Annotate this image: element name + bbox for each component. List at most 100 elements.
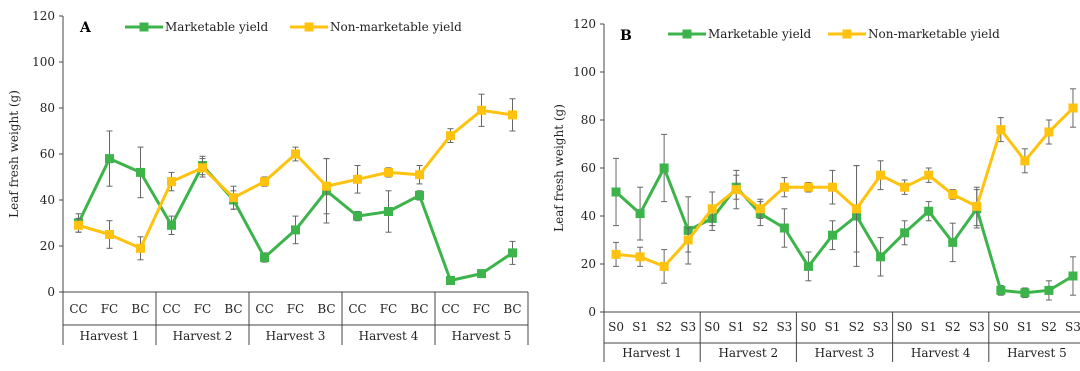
data-marker	[415, 170, 424, 180]
data-marker	[948, 237, 958, 247]
data-marker	[446, 131, 455, 141]
group-label: Harvest 1	[80, 329, 140, 343]
category-label: S1	[825, 320, 841, 334]
data-marker	[755, 204, 765, 214]
y-tick-label: 0	[47, 285, 55, 299]
data-marker	[260, 253, 269, 262]
data-marker	[635, 209, 645, 219]
data-marker	[948, 189, 958, 199]
category-label: S3	[776, 320, 792, 334]
category-label: S3	[969, 320, 985, 334]
category-label: S0	[608, 320, 624, 334]
data-marker	[876, 252, 886, 262]
series-1	[74, 93, 517, 261]
data-marker	[1068, 271, 1078, 281]
y-tick-label: 60	[40, 147, 55, 161]
panel-b-chart: 0 20 40 60 80 100 120 Leaf fresh weight (g) S0 S1…	[552, 17, 1080, 362]
data-marker	[477, 105, 486, 115]
category-label: S3	[1065, 320, 1080, 334]
series-0	[611, 133, 1078, 301]
data-marker	[779, 182, 789, 192]
data-marker	[611, 249, 621, 259]
series-1	[611, 88, 1078, 284]
data-marker	[707, 204, 717, 214]
category-label: BC	[131, 302, 149, 316]
y-tick-label: 100	[573, 65, 596, 79]
category-label: CC	[348, 302, 366, 316]
category-label: CC	[162, 302, 180, 316]
data-marker	[635, 252, 645, 262]
category-label: S2	[656, 320, 672, 334]
y-tick-label: 40	[40, 193, 55, 207]
category-label: S2	[752, 320, 768, 334]
legend-label: Non-marketable yield	[330, 20, 462, 34]
data-marker	[803, 182, 813, 192]
data-marker	[291, 225, 300, 235]
data-marker	[136, 167, 145, 177]
data-marker	[1068, 103, 1078, 113]
data-marker	[659, 163, 669, 173]
group-label: Harvest 5	[1007, 346, 1067, 360]
y-tick-label: 20	[581, 257, 596, 271]
panel-label: A	[79, 20, 92, 36]
y-tick-label: 20	[40, 239, 55, 253]
legend-swatch-marker	[139, 22, 149, 32]
y-tick-label: 120	[32, 9, 55, 23]
category-label: S0	[800, 320, 816, 334]
data-marker	[731, 185, 741, 195]
group-label: Harvest 5	[452, 329, 512, 343]
data-marker	[996, 285, 1006, 295]
group-label: Harvest 2	[718, 346, 778, 360]
y-axis-label: Leaf fresh weight (g)	[7, 90, 21, 218]
data-marker	[105, 154, 114, 164]
category-label: S0	[897, 320, 913, 334]
y-tick-label: 0	[588, 305, 596, 319]
data-marker	[1044, 285, 1054, 295]
category-label: BC	[224, 302, 242, 316]
data-marker	[353, 211, 362, 221]
legend-label: Marketable yield	[708, 27, 812, 41]
y-tick-label: 120	[573, 17, 596, 31]
data-marker	[74, 220, 83, 230]
data-marker	[508, 110, 517, 120]
group-label: Harvest 2	[173, 329, 233, 343]
panel-label: B	[620, 28, 632, 44]
data-marker	[167, 220, 176, 230]
category-label: S1	[1017, 320, 1033, 334]
data-marker	[876, 170, 886, 180]
legend-label: Non-marketable yield	[868, 27, 1000, 41]
data-marker	[353, 174, 362, 184]
data-marker	[260, 177, 269, 187]
y-axis-label: Leaf fresh weight (g)	[552, 104, 566, 232]
category-label: S1	[728, 320, 744, 334]
category-label: BC	[410, 302, 428, 316]
data-marker	[972, 201, 982, 211]
category-label: S0	[704, 320, 720, 334]
category-label: S1	[632, 320, 648, 334]
y-tick-label: 60	[581, 161, 596, 175]
data-marker	[827, 182, 837, 192]
category-label: S2	[1041, 320, 1057, 334]
group-label: Harvest 3	[815, 346, 875, 360]
data-marker	[136, 243, 145, 253]
data-marker	[105, 230, 114, 239]
data-marker	[384, 167, 393, 177]
data-marker	[827, 230, 837, 240]
data-marker	[446, 276, 455, 285]
y-tick-label: 80	[40, 101, 55, 115]
data-marker	[924, 206, 934, 216]
data-marker	[1020, 156, 1030, 166]
category-label: S3	[873, 320, 889, 334]
data-marker	[508, 248, 517, 258]
data-marker	[291, 149, 300, 159]
category-label: S2	[945, 320, 961, 334]
y-tick-label: 80	[581, 113, 596, 127]
data-marker	[659, 261, 669, 271]
group-label: Harvest 1	[622, 346, 682, 360]
y-tick-label: 100	[32, 55, 55, 69]
data-marker	[924, 170, 934, 180]
data-marker	[900, 228, 910, 238]
data-marker	[415, 190, 424, 200]
data-marker	[996, 125, 1006, 135]
